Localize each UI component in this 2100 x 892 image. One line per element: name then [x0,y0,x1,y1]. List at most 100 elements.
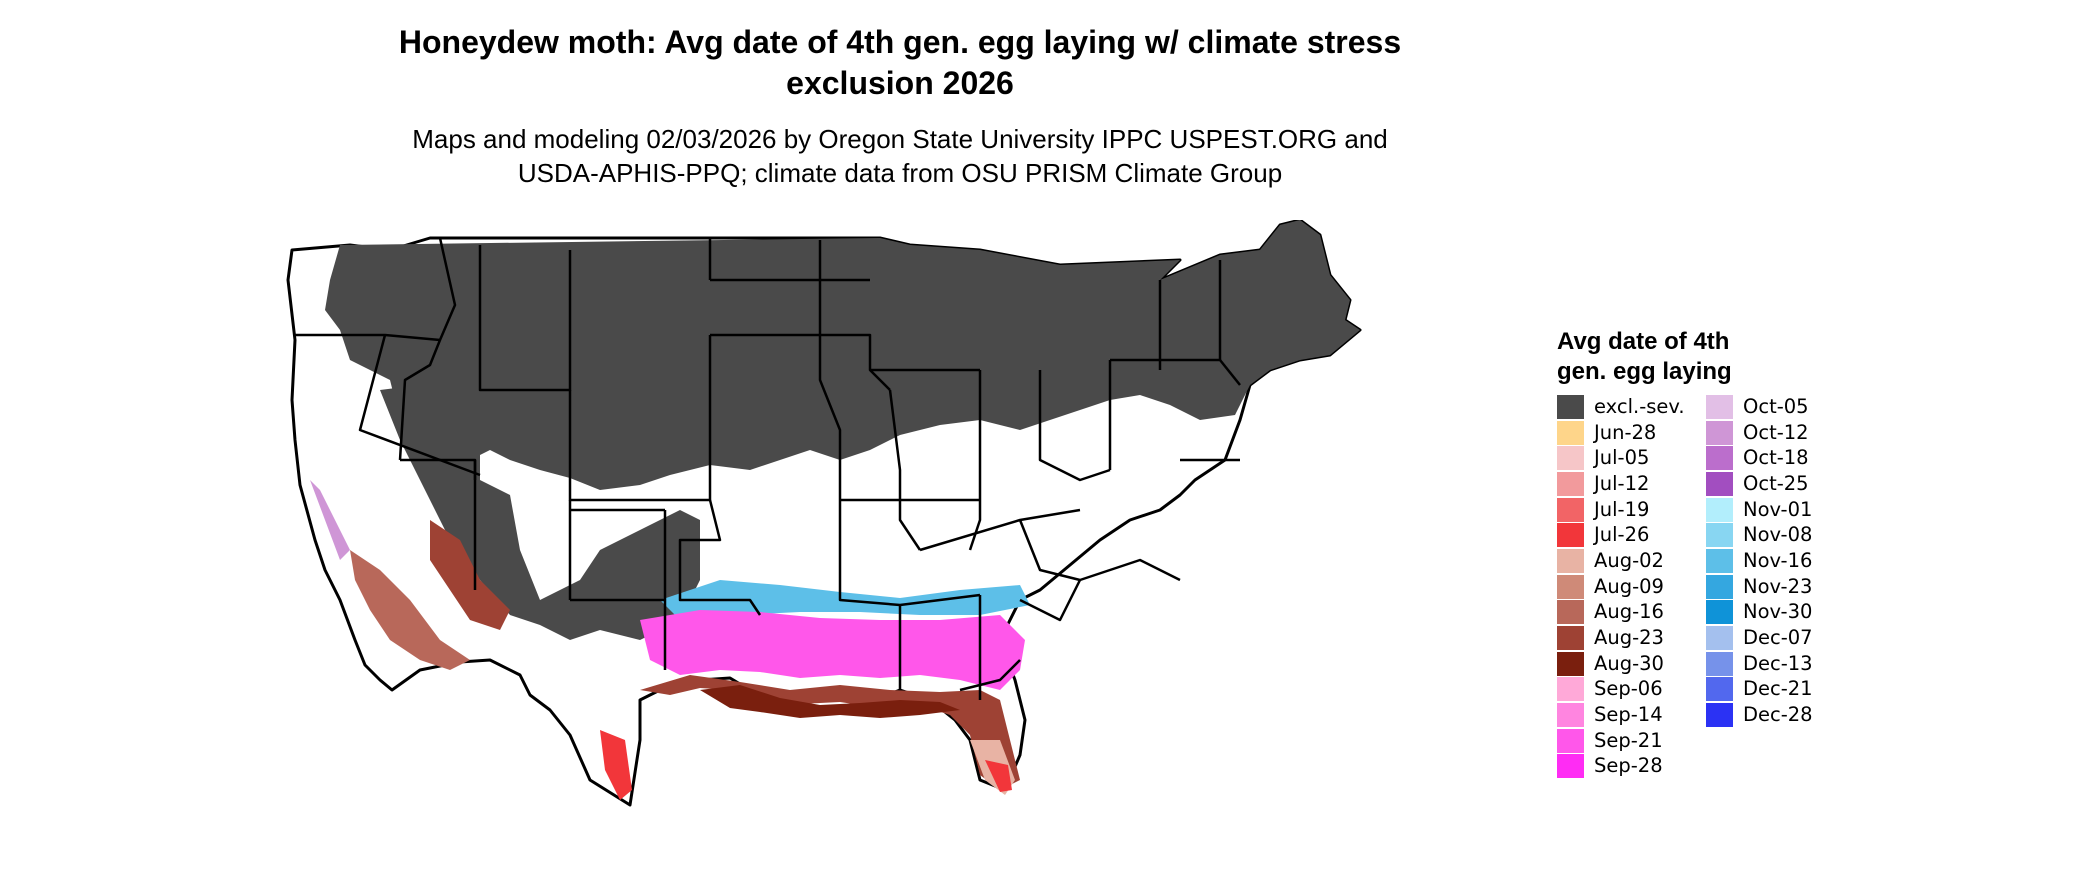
legend-item: Nov-23 [1706,574,1813,600]
legend-label: Nov-01 [1743,497,1813,521]
legend-item: Jul-05 [1557,445,1685,471]
us-map-svg [286,220,1362,807]
legend-swatch [1557,548,1584,573]
legend-item: Oct-18 [1706,445,1813,471]
legend-swatch [1557,754,1584,779]
legend-label: Aug-16 [1594,600,1664,624]
legend-item: Dec-13 [1706,651,1813,677]
legend-swatch [1706,523,1733,548]
legend-label: Jun-28 [1594,420,1657,444]
legend-item: Dec-21 [1706,677,1813,703]
legend-swatch [1706,677,1733,702]
legend-swatch [1706,574,1733,599]
legend-swatch [1557,497,1584,522]
legend-swatch [1557,574,1584,599]
legend-swatch [1557,703,1584,728]
legend-label: Jul-26 [1594,523,1650,547]
legend-item: Jul-26 [1557,522,1685,548]
legend-swatch [1557,677,1584,702]
legend-label: Sep-14 [1594,703,1663,727]
legend-swatch [1557,728,1584,753]
legend-item: Jun-28 [1557,420,1685,446]
legend-label: Jul-05 [1594,446,1650,470]
legend-swatch [1706,703,1733,728]
us-map [280,220,1490,890]
legend-label: Oct-25 [1743,471,1809,495]
legend-item: Oct-12 [1706,420,1813,446]
legend-swatch [1557,394,1584,419]
legend-item: Aug-16 [1557,600,1685,626]
legend-swatch [1557,471,1584,496]
legend-item: Dec-07 [1706,625,1813,651]
legend-label: excl.-sev. [1594,394,1685,418]
map-subtitle: Maps and modeling 02/03/2026 by Oregon S… [412,124,1388,188]
map-title: Honeydew moth: Avg date of 4th gen. egg … [398,24,1402,101]
legend-label: Dec-28 [1743,703,1813,727]
legend-swatch [1706,626,1733,651]
legend-item: Sep-06 [1557,677,1685,703]
legend-label: Oct-05 [1743,394,1809,418]
legend-item: Nov-30 [1706,600,1813,626]
legend-label: Sep-28 [1594,754,1663,778]
legend-label: Dec-13 [1743,651,1813,675]
california-coast-band [310,480,350,560]
legend-column-1: excl.-sev. Jun-28 Jul-05 Jul-12 Jul-19 Jul-26… [1557,394,1685,779]
legend-swatch [1557,626,1584,651]
legend-label: Dec-21 [1743,677,1813,701]
legend-item: Jul-12 [1557,471,1685,497]
legend-label: Sep-06 [1594,677,1663,701]
legend-label: Nov-30 [1743,600,1813,624]
legend-label: Jul-12 [1594,471,1650,495]
legend-label: Jul-19 [1594,497,1650,521]
legend-item: excl.-sev. [1557,394,1685,420]
legend-swatch [1706,548,1733,573]
legend-swatch [1706,420,1733,445]
legend-label: Aug-30 [1594,651,1664,675]
southwest-band [350,550,470,670]
legend-item: Aug-02 [1557,548,1685,574]
legend-item: Sep-28 [1557,754,1685,780]
legend-label: Oct-12 [1743,420,1809,444]
legend-swatch [1706,497,1733,522]
legend-swatch [1706,600,1733,625]
legend-item: Dec-28 [1706,702,1813,728]
legend-label: Sep-21 [1594,728,1663,752]
legend-item: Nov-08 [1706,522,1813,548]
legend-label: Aug-02 [1594,548,1664,572]
legend-item: Aug-09 [1557,574,1685,600]
legend-swatch [1557,523,1584,548]
legend-swatch [1557,446,1584,471]
legend-item: Oct-25 [1706,471,1813,497]
legend-item: Nov-01 [1706,497,1813,523]
legend-swatch [1557,600,1584,625]
legend-label: Nov-08 [1743,523,1813,547]
legend-label: Oct-18 [1743,446,1809,470]
legend-item: Jul-19 [1557,497,1685,523]
excluded-west [380,380,700,640]
legend-label: Dec-07 [1743,626,1813,650]
legend-item: Nov-16 [1706,548,1813,574]
legend-swatch [1706,471,1733,496]
legend-swatch [1706,651,1733,676]
south-pink-band [640,610,1025,690]
state-boundaries [295,237,1241,700]
legend-label: Aug-23 [1594,626,1664,650]
legend-item: Aug-30 [1557,651,1685,677]
legend-item: Sep-21 [1557,728,1685,754]
legend-item: Sep-14 [1557,702,1685,728]
legend-label: Nov-16 [1743,548,1813,572]
texas-south-red [600,730,632,800]
legend-column-2: Oct-05 Oct-12 Oct-18 Oct-25 Nov-01 Nov-08 Nov-… [1706,394,1813,728]
excluded-north [325,220,1360,490]
legend-label: Nov-23 [1743,574,1813,598]
legend-swatch [1706,394,1733,419]
legend-swatch [1557,420,1584,445]
legend-swatch [1557,651,1584,676]
legend-label: Aug-09 [1594,574,1664,598]
legend-swatch [1706,446,1733,471]
legend-item: Oct-05 [1706,394,1813,420]
legend-title: Avg date of 4th gen. egg laying [1557,328,1732,385]
legend-item: Aug-23 [1557,625,1685,651]
gulf-darkbrown-band [700,685,960,718]
florida-red [985,760,1012,792]
